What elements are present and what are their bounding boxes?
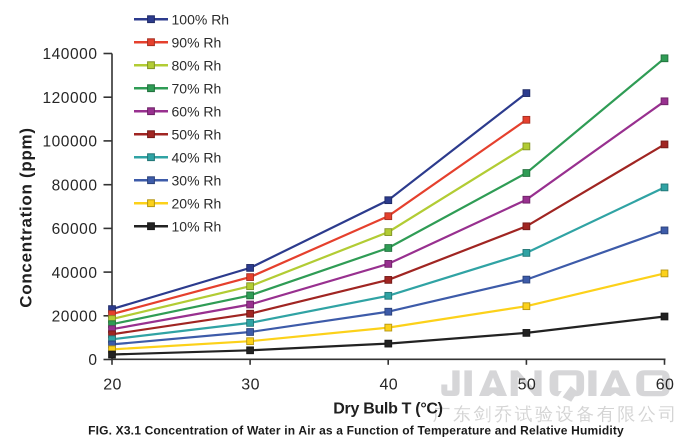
svg-text:60% Rh: 60% Rh (172, 103, 222, 119)
svg-text:60: 60 (656, 377, 675, 394)
svg-text:0: 0 (88, 352, 97, 369)
svg-text:10% Rh: 10% Rh (172, 218, 222, 234)
svg-text:30: 30 (241, 377, 260, 394)
svg-text:FIG. X3.1 Concentration of Wat: FIG. X3.1 Concentration of Water in Air … (88, 424, 624, 438)
svg-text:140000: 140000 (42, 46, 97, 63)
svg-text:20: 20 (103, 377, 122, 394)
svg-text:70% Rh: 70% Rh (172, 80, 222, 96)
svg-text:20000: 20000 (52, 309, 98, 326)
svg-text:100% Rh: 100% Rh (172, 11, 230, 27)
svg-text:90% Rh: 90% Rh (172, 34, 222, 50)
svg-text:40: 40 (379, 377, 398, 394)
svg-text:30% Rh: 30% Rh (172, 172, 222, 188)
svg-text:100000: 100000 (42, 134, 97, 151)
svg-text:60000: 60000 (52, 221, 98, 238)
svg-text:80000: 80000 (52, 177, 98, 194)
svg-text:40% Rh: 40% Rh (172, 149, 222, 165)
svg-text:Concentration (ppm): Concentration (ppm) (17, 127, 36, 307)
svg-text:40000: 40000 (52, 265, 98, 282)
svg-text:120000: 120000 (42, 90, 97, 107)
svg-text:80% Rh: 80% Rh (172, 57, 222, 73)
svg-text:50% Rh: 50% Rh (172, 126, 222, 142)
svg-text:Dry Bulb T (°C): Dry Bulb T (°C) (333, 401, 442, 418)
svg-text:50: 50 (518, 377, 537, 394)
svg-text:20% Rh: 20% Rh (172, 195, 222, 211)
